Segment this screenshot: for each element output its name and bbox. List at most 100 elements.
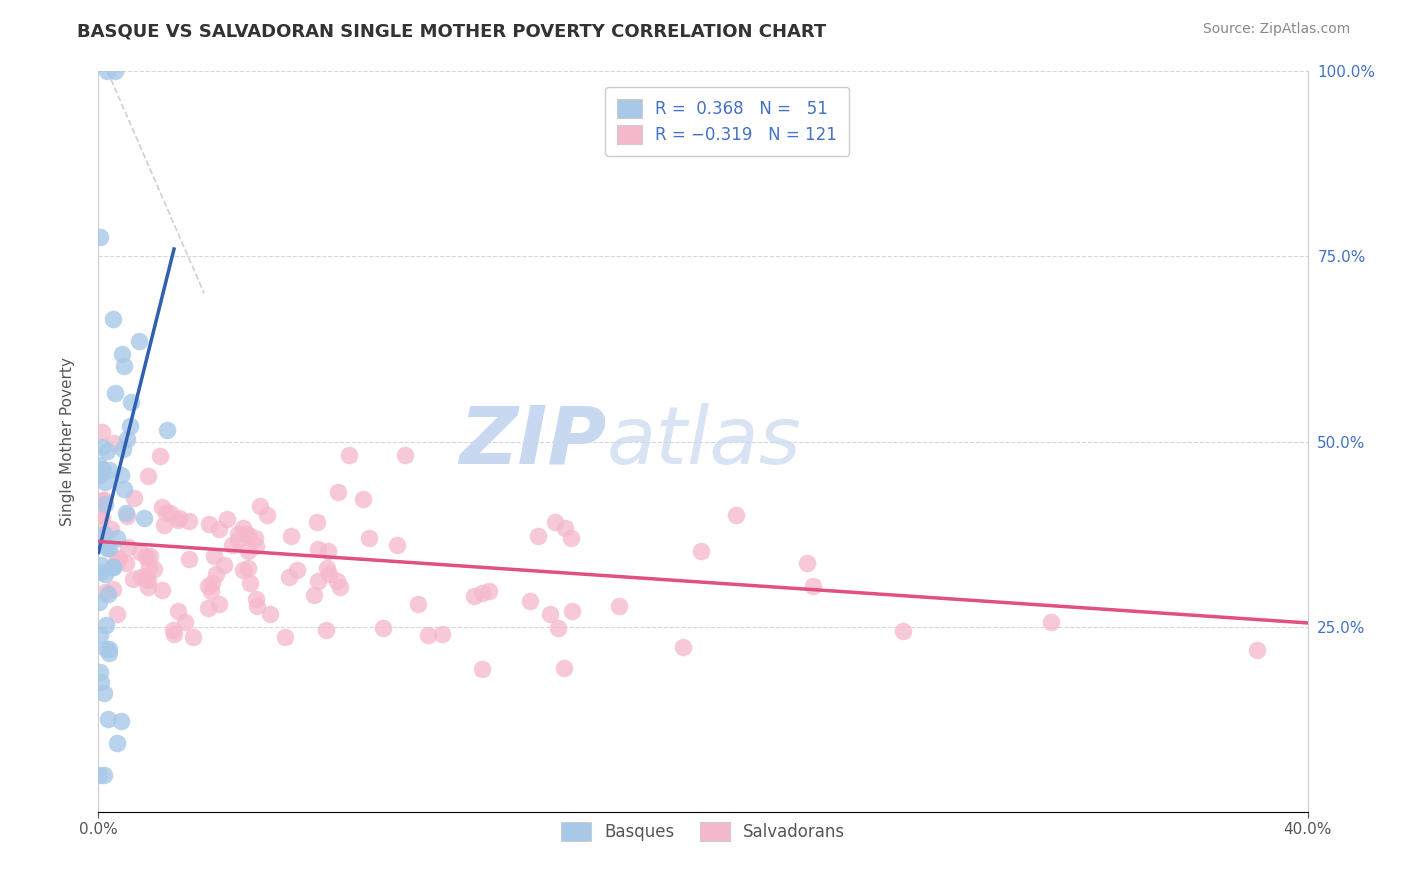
- Point: [226, 526, 249, 541]
- Point: [98, 541, 121, 555]
- Point: [200, 583, 222, 598]
- Point: [796, 556, 818, 570]
- Point: [326, 574, 349, 589]
- Point: [285, 563, 308, 577]
- Point: [93, 526, 115, 541]
- Point: [544, 515, 567, 529]
- Point: [371, 621, 394, 635]
- Point: [89, 467, 111, 482]
- Point: [93, 493, 115, 508]
- Point: [671, 640, 693, 654]
- Point: [245, 592, 267, 607]
- Point: [89, 767, 111, 781]
- Point: [212, 558, 235, 572]
- Point: [89, 594, 111, 608]
- Point: [352, 491, 374, 506]
- Point: [138, 560, 160, 574]
- Point: [105, 607, 128, 621]
- Text: atlas: atlas: [606, 402, 801, 481]
- Point: [315, 623, 337, 637]
- Point: [90, 674, 112, 689]
- Point: [112, 442, 135, 456]
- Point: [135, 572, 157, 586]
- Point: [316, 561, 339, 575]
- Point: [100, 522, 122, 536]
- Point: [89, 467, 111, 482]
- Point: [318, 544, 340, 558]
- Point: [128, 334, 150, 348]
- Point: [150, 582, 173, 597]
- Point: [408, 597, 430, 611]
- Point: [90, 462, 112, 476]
- Point: [208, 597, 231, 611]
- Point: [110, 467, 132, 482]
- Point: [131, 570, 153, 584]
- Point: [96, 618, 118, 632]
- Point: [93, 538, 115, 552]
- Point: [97, 587, 120, 601]
- Point: [236, 528, 259, 542]
- Point: [430, 626, 453, 640]
- Point: [93, 493, 115, 508]
- Point: [96, 444, 118, 458]
- Point: [478, 583, 501, 598]
- Point: [357, 532, 380, 546]
- Point: [208, 522, 231, 536]
- Point: [202, 549, 225, 563]
- Point: [173, 615, 195, 630]
- Legend: Basques, Salvadorans: Basques, Salvadorans: [554, 815, 852, 847]
- Point: [98, 646, 121, 660]
- Point: [91, 510, 114, 524]
- Point: [110, 714, 132, 728]
- Point: [302, 589, 325, 603]
- Point: [318, 566, 340, 581]
- Point: [90, 558, 112, 572]
- Point: [98, 463, 121, 477]
- Point: [97, 642, 120, 657]
- Point: [527, 529, 550, 543]
- Point: [136, 469, 159, 483]
- Point: [94, 641, 117, 656]
- Point: [177, 514, 200, 528]
- Point: [243, 531, 266, 545]
- Point: [89, 628, 111, 642]
- Point: [235, 526, 257, 541]
- Point: [159, 506, 181, 520]
- Point: [385, 538, 408, 552]
- Point: [101, 312, 124, 326]
- Point: [103, 582, 125, 597]
- Point: [101, 560, 124, 574]
- Point: [201, 576, 224, 591]
- Point: [111, 346, 134, 360]
- Point: [94, 497, 117, 511]
- Point: [91, 425, 114, 439]
- Point: [256, 508, 278, 523]
- Point: [560, 532, 582, 546]
- Text: Source: ZipAtlas.com: Source: ZipAtlas.com: [1202, 22, 1350, 37]
- Point: [177, 551, 200, 566]
- Point: [236, 560, 259, 574]
- Point: [519, 594, 541, 608]
- Point: [94, 475, 117, 489]
- Point: [90, 440, 112, 454]
- Point: [149, 449, 172, 463]
- Point: [471, 662, 494, 676]
- Point: [139, 549, 162, 563]
- Point: [554, 521, 576, 535]
- Point: [134, 569, 156, 583]
- Point: [326, 484, 349, 499]
- Point: [239, 576, 262, 591]
- Point: [132, 511, 155, 525]
- Point: [112, 482, 135, 496]
- Point: [87, 458, 110, 472]
- Point: [103, 435, 125, 450]
- Point: [280, 529, 302, 543]
- Point: [93, 767, 115, 781]
- Point: [238, 543, 260, 558]
- Point: [94, 566, 117, 581]
- Point: [274, 631, 297, 645]
- Point: [278, 570, 301, 584]
- Point: [197, 601, 219, 615]
- Y-axis label: Single Mother Poverty: Single Mother Poverty: [60, 357, 75, 526]
- Point: [197, 516, 219, 531]
